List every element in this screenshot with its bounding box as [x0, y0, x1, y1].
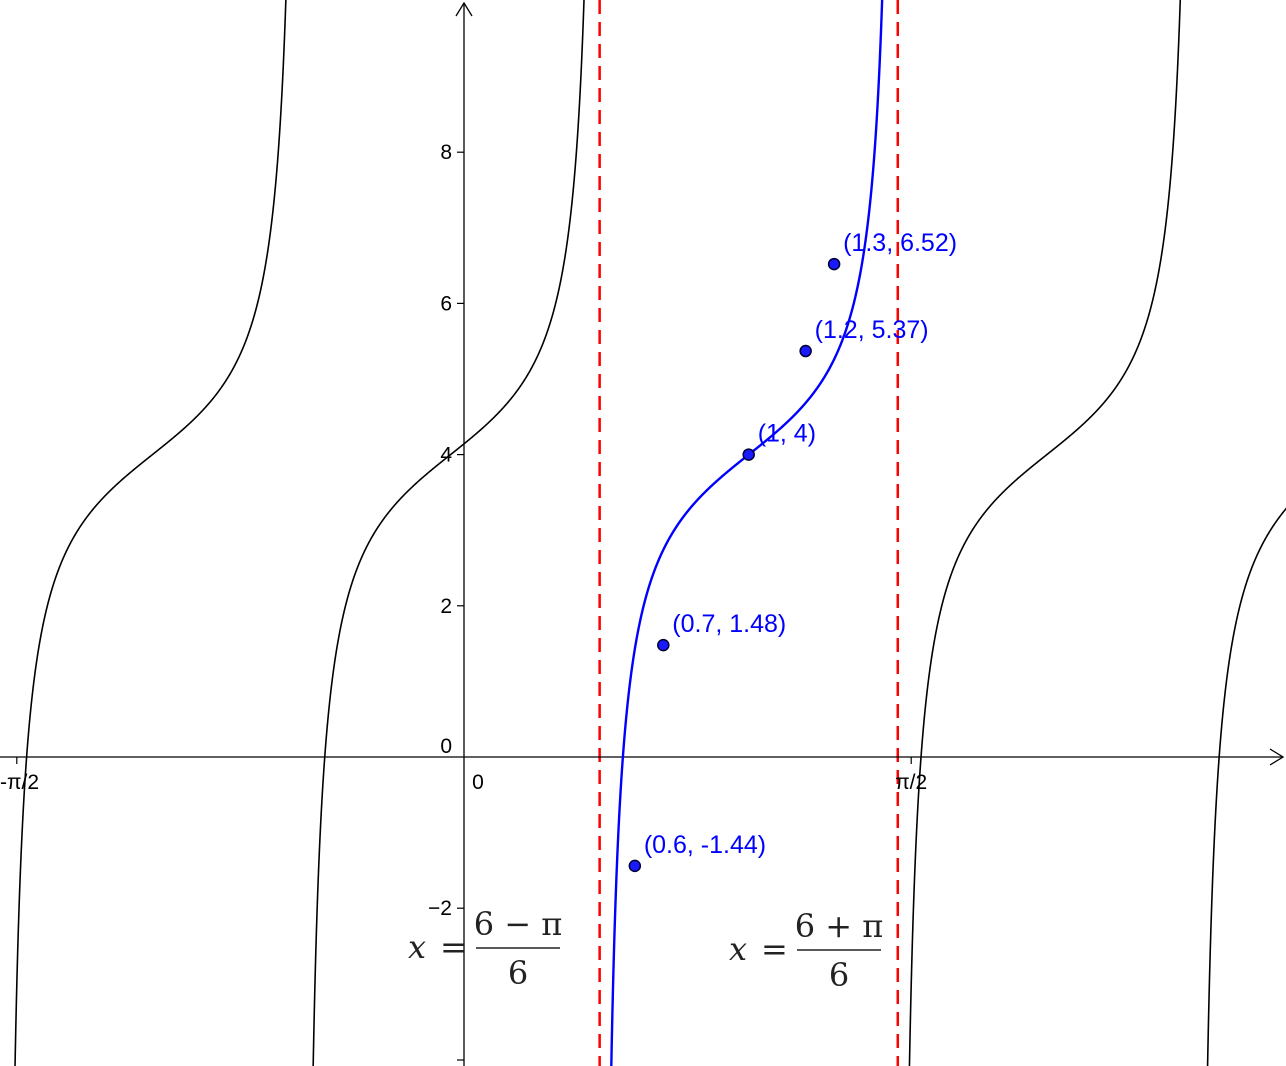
black-curve-branch	[14, 0, 287, 1066]
point-label: (1, 4)	[758, 420, 816, 448]
data-point	[827, 257, 841, 271]
data-point	[657, 638, 670, 652]
equation-denominator: 6	[829, 956, 849, 994]
data-point	[799, 344, 812, 358]
point-label: (1.3, 6.52)	[843, 229, 957, 257]
black-curve-branch	[312, 0, 585, 1066]
point-label: (0.7, 1.48)	[672, 610, 786, 638]
equation-denominator: 6	[508, 954, 528, 992]
equation-left: x =6 − π 6	[408, 905, 562, 992]
x-axis-arrow	[1269, 748, 1285, 766]
y-tick-label: 0	[440, 735, 452, 758]
y-tick-label: −2	[428, 897, 452, 920]
equation-right: x =6 + π 6	[729, 907, 883, 994]
x-tick-label: 0	[472, 771, 484, 794]
y-tick-label: 2	[440, 595, 452, 618]
equation-equals: =	[440, 928, 467, 966]
x-tick-label: -π/2	[0, 771, 39, 794]
y-axis-arrow	[455, 1, 473, 17]
y-tick-label: 4	[440, 444, 452, 467]
point-label: (0.6, -1.44)	[644, 831, 766, 859]
data-point	[742, 448, 755, 461]
x-tick-label: π/2	[895, 771, 927, 794]
equation-lhs: x	[408, 928, 426, 966]
black-curve-branch	[1206, 507, 1286, 1066]
equation-numerator: 6 + π	[795, 907, 884, 945]
black-curve-branch	[908, 0, 1182, 1066]
black-curves	[14, 0, 1286, 1066]
equation-equals: =	[761, 930, 788, 968]
point-label: (1.2, 5.37)	[815, 316, 929, 344]
highlighted-points: (0.6, -1.44) (0.7, 1.48) (1, 4) (1.2, 5.37)…	[628, 229, 957, 873]
equation-lhs: x	[729, 930, 747, 968]
y-tick-label: 6	[440, 292, 452, 315]
y-tick-label: 8	[440, 141, 452, 164]
asymptote-equations: x =6 − π6x =6 + π6	[408, 905, 883, 994]
equation-numerator: 6 − π	[474, 905, 563, 943]
asymptotes	[598, 0, 900, 1066]
data-point	[628, 859, 642, 873]
